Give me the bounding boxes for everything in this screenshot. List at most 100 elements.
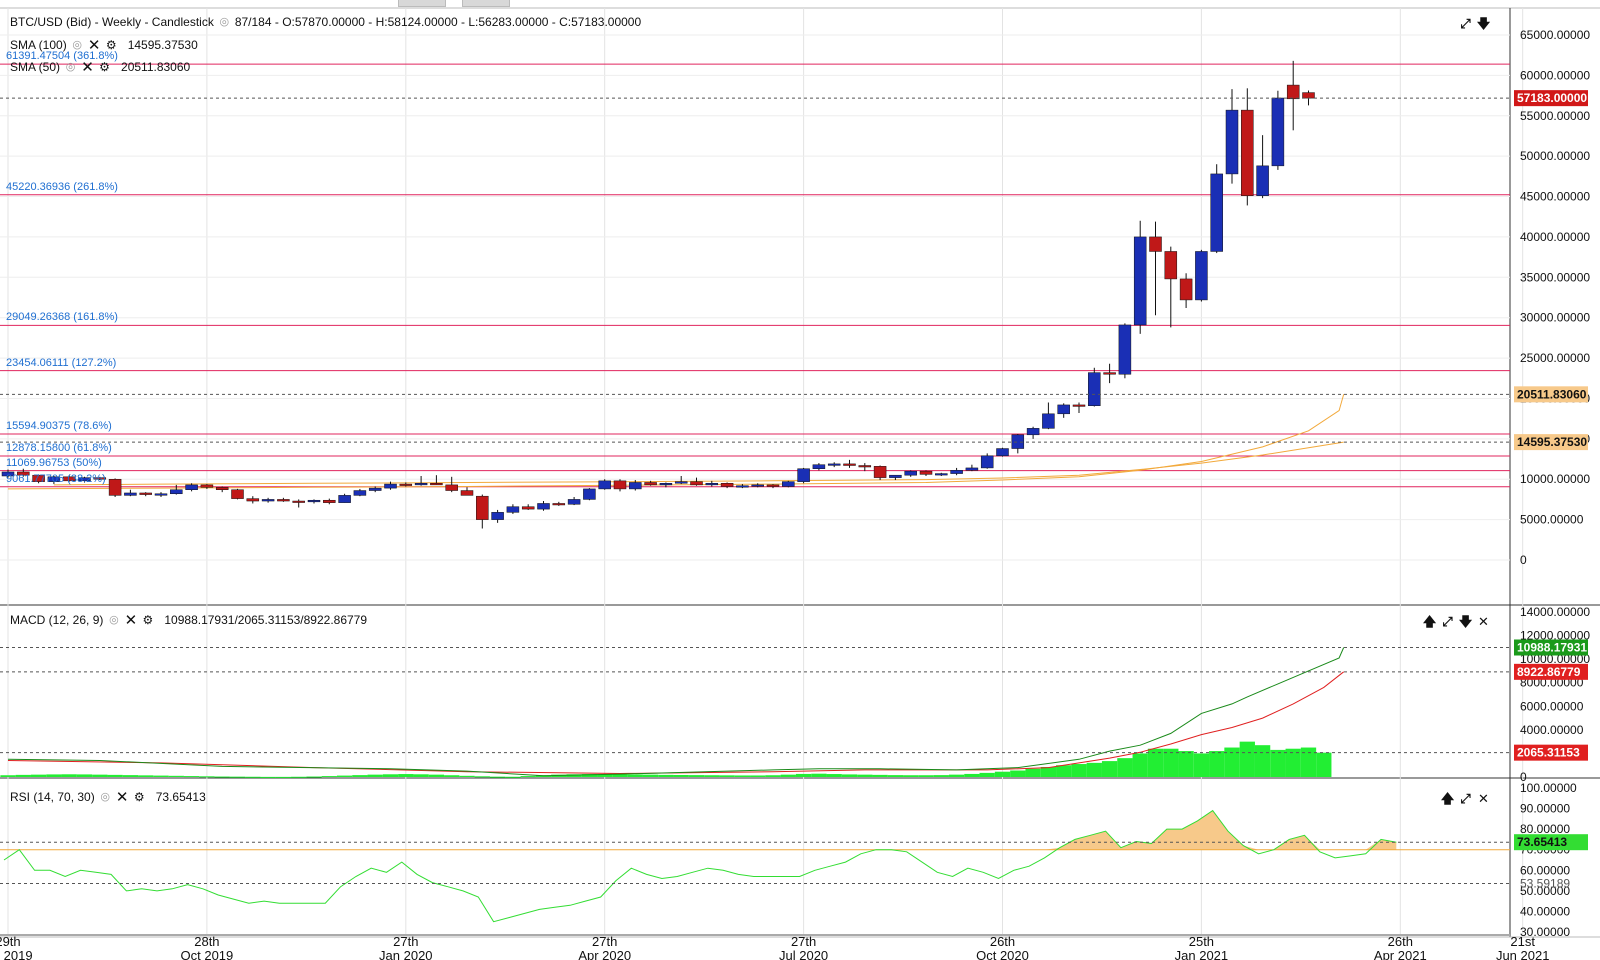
candle-body <box>430 483 443 486</box>
fib-label: 9061.77705 (38.2%) <box>6 472 106 485</box>
macd-hist-bar <box>505 776 521 778</box>
candle-body <box>261 499 275 502</box>
candle-body <box>950 470 963 474</box>
macd-hist-bar <box>153 775 169 777</box>
macd-hist-bar <box>183 776 200 778</box>
macd-hist-bar <box>688 775 705 777</box>
macd-hist-bar <box>92 774 108 777</box>
rsi-tick-label: 50.00000 <box>1520 884 1570 898</box>
eye-icon[interactable]: ◎ <box>109 613 119 626</box>
window-tab[interactable] <box>462 0 510 7</box>
x-tick-label: Apr 2021 <box>1374 948 1427 960</box>
macd-tick-label: 4000.00000 <box>1520 723 1584 737</box>
candle-body <box>889 474 902 478</box>
macd-hist-bar <box>1117 758 1133 777</box>
macd-value-tag-label: 10988.17931 <box>1517 640 1587 654</box>
sma100-label: SMA (100) <box>10 38 67 52</box>
macd-hist-bar <box>627 774 643 777</box>
eye-icon[interactable]: ◎ <box>100 790 111 803</box>
close-icon[interactable]: ✕ <box>124 611 138 629</box>
candle-body <box>812 464 826 469</box>
candle-body <box>782 481 795 487</box>
arrow-up-icon[interactable]: 🡅 <box>1440 791 1455 806</box>
macd-hist-bar <box>1040 766 1057 777</box>
close-icon[interactable]: ✕ <box>81 58 94 76</box>
candle-body <box>414 483 428 486</box>
candle-body <box>644 482 657 486</box>
macd-hist-bar <box>933 775 949 777</box>
candle-body <box>1210 173 1223 252</box>
arrow-down-icon[interactable]: 🡇 <box>1458 614 1473 629</box>
candle-body <box>1286 84 1300 100</box>
fib-label: 29049.26368 (161.8%) <box>6 311 118 324</box>
macd-hist-bar <box>765 775 781 777</box>
close-icon[interactable]: ✕ <box>1478 614 1489 629</box>
gear-icon[interactable]: ⚙ <box>99 59 110 74</box>
candle-body <box>843 463 856 466</box>
gear-icon[interactable]: ⚙ <box>133 789 145 804</box>
y-tick-label: 55000.00000 <box>1520 109 1590 123</box>
close-icon[interactable]: ✕ <box>115 788 129 806</box>
macd-hist-bar <box>428 774 445 777</box>
eye-icon[interactable]: ◎ <box>65 60 76 73</box>
macd-signal-tag-label: 8922.86779 <box>1517 665 1581 679</box>
y-tick-label: 30000.00000 <box>1520 311 1590 325</box>
macd-hist-bar <box>719 775 735 777</box>
window-tab[interactable] <box>398 0 446 7</box>
candle-body <box>1103 372 1116 375</box>
candle-body <box>751 484 764 487</box>
macd-hist-bar <box>704 775 720 777</box>
gear-icon[interactable]: ⚙ <box>142 612 154 627</box>
candle-body <box>980 455 994 469</box>
candle-body <box>17 471 30 476</box>
candle-body <box>797 468 810 482</box>
sma100-tag <box>1514 434 1588 451</box>
candle-body <box>47 476 61 482</box>
current-price-tag-label: 57183.00000 <box>1517 91 1587 105</box>
rsi-tick-label: 40.00000 <box>1520 904 1570 918</box>
arrow-down-icon[interactable]: 🡇 <box>1476 16 1491 31</box>
macd-tick-label: 14000.00000 <box>1520 605 1590 619</box>
macd-signal-tag <box>1514 663 1588 680</box>
candle-body <box>445 484 458 491</box>
x-tick-label: Jun 2021 <box>1496 948 1550 960</box>
candle-body <box>674 481 688 484</box>
close-icon[interactable]: ✕ <box>87 36 101 54</box>
rsi-line <box>3 809 1397 923</box>
candle-body <box>1072 404 1086 407</box>
gear-icon[interactable]: ⚙ <box>105 37 117 52</box>
expand-icon[interactable]: ⤢ <box>1460 16 1471 31</box>
eye-icon[interactable]: ◎ <box>72 38 82 51</box>
candle-body <box>1256 165 1269 196</box>
eye-icon[interactable]: ◎ <box>219 15 230 28</box>
close-icon[interactable]: ✕ <box>1478 791 1489 806</box>
candle-body <box>108 478 122 496</box>
x-tick-label: Jul 2019 <box>0 948 33 960</box>
candle-body <box>368 487 382 491</box>
macd-hist-bar <box>795 773 812 777</box>
candle-body <box>766 484 780 487</box>
y-tick-label: 45000.00000 <box>1520 190 1590 204</box>
candle-body <box>170 489 183 495</box>
macd-hist-bar <box>811 773 827 777</box>
candle-body <box>521 506 535 510</box>
expand-icon[interactable]: ⤢ <box>1442 614 1453 629</box>
macd-hist-bar <box>76 774 93 777</box>
expand-icon[interactable]: ⤢ <box>1460 791 1471 806</box>
candle-body <box>78 477 91 482</box>
candle-body <box>919 470 933 475</box>
macd-tick-label: 6000.00000 <box>1520 699 1584 713</box>
candle-body <box>659 483 673 486</box>
sma100-tag-label: 14595.37530 <box>1517 435 1587 449</box>
rsi-panel-tools: 🡅 ⤢ ✕ <box>1440 791 1491 806</box>
candle-body <box>996 448 1009 457</box>
candle-body <box>629 482 642 490</box>
sma50-tag-label: 20511.83060 <box>1517 387 1587 401</box>
macd-hist-bar <box>994 771 1011 777</box>
sma50-legend: SMA (50) ◎ ✕ ⚙ 20511.83060 <box>10 58 190 76</box>
x-tick-label: 21st <box>1510 934 1535 949</box>
macd-hist-bar <box>1300 747 1317 777</box>
arrow-up-icon[interactable]: 🡅 <box>1422 614 1437 629</box>
candle-body <box>935 473 948 476</box>
